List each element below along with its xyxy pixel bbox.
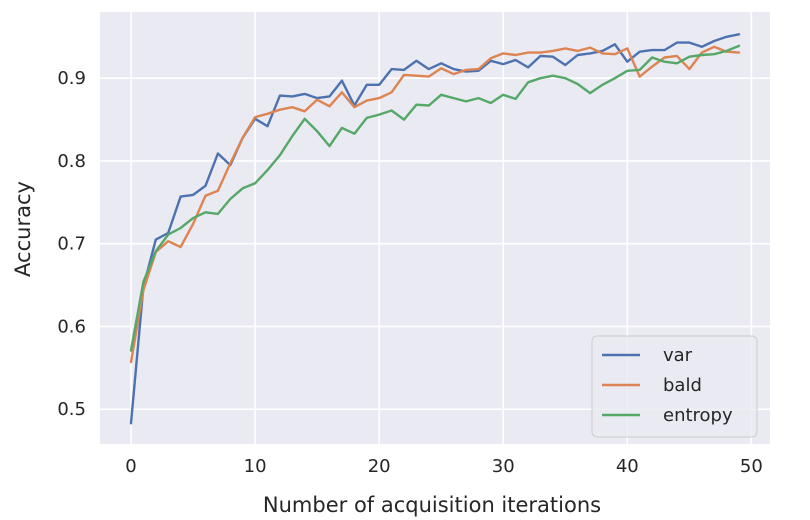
- legend-label-entropy: entropy: [663, 405, 733, 426]
- y-tick-label: 0.9: [57, 68, 86, 89]
- legend-label-var: var: [663, 345, 693, 366]
- x-tick-label: 0: [125, 456, 136, 477]
- series-lines: [129, 33, 741, 425]
- tick-labels: 0 10 20 30 40 50 0.5 0.6 0.7 0.8 0.9: [57, 68, 762, 477]
- x-tick-label: 10: [244, 456, 267, 477]
- x-axis-title: Number of acquisition iterations: [263, 493, 601, 517]
- legend-label-bald: bald: [663, 375, 702, 396]
- y-tick-label: 0.8: [57, 151, 86, 172]
- y-tick-label: 0.7: [57, 234, 86, 255]
- series-line-entropy: [129, 44, 741, 352]
- legend-box: [591, 335, 758, 438]
- x-tick-label: 20: [368, 456, 391, 477]
- x-tick-label: 50: [740, 456, 763, 477]
- x-tick-label: 30: [492, 456, 515, 477]
- series-line-bald: [129, 45, 741, 364]
- x-tick-label: 40: [616, 456, 639, 477]
- y-tick-label: 0.5: [57, 399, 86, 420]
- y-tick-label: 0.6: [57, 316, 86, 337]
- legend: var bald entropy: [591, 335, 758, 438]
- legend-entries: var bald entropy: [602, 345, 733, 426]
- y-axis-title: Accuracy: [11, 181, 35, 277]
